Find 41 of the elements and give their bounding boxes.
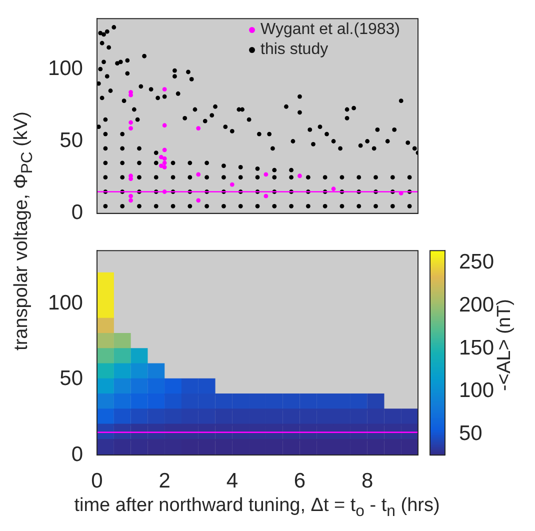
color-bar-label: 100 (459, 379, 494, 402)
point (196, 172, 201, 177)
y-tick-label: 0 (71, 201, 83, 224)
point (230, 182, 234, 187)
point (159, 164, 164, 168)
point (128, 194, 133, 198)
legend-label: this study (260, 41, 328, 58)
point (264, 194, 268, 198)
color-bar-label: 150 (459, 336, 494, 360)
point (298, 174, 302, 178)
y-tick-label: 100 (48, 291, 83, 314)
x-tick-label: 6 (294, 469, 306, 492)
x-tick-label: 8 (361, 469, 374, 492)
x-tick-label: 0 (91, 469, 103, 492)
point (196, 126, 201, 130)
color-bar-label: 200 (459, 293, 494, 316)
point (196, 198, 201, 203)
color-bar-label: 250 (459, 250, 494, 274)
y-tick-label: 100 (48, 56, 83, 80)
point (128, 198, 133, 203)
point (128, 120, 133, 125)
point (162, 148, 167, 152)
point (162, 160, 167, 166)
point (264, 172, 268, 177)
x-axis-title: time after northward tuning, Δt = t$_{o}$ - t$_{n}$ (hrs) (74, 495, 440, 521)
point (128, 176, 133, 181)
y-tick-label: 50 (60, 129, 83, 152)
x-tick-label: 2 (158, 469, 170, 492)
point (159, 154, 164, 160)
point (162, 156, 167, 161)
legend-label: Wygant et al.(1983) (260, 21, 400, 38)
color-bar-title: -<AL> (nT) (494, 299, 516, 391)
point (331, 186, 336, 192)
color-bar-label: 50 (459, 422, 482, 446)
point (128, 126, 133, 130)
point (162, 165, 167, 170)
point (162, 123, 167, 128)
y-tick-label: 50 (60, 367, 83, 390)
point (162, 87, 167, 92)
x-tick-label: 4 (226, 469, 238, 492)
y-tick-label: 0 (71, 442, 83, 466)
